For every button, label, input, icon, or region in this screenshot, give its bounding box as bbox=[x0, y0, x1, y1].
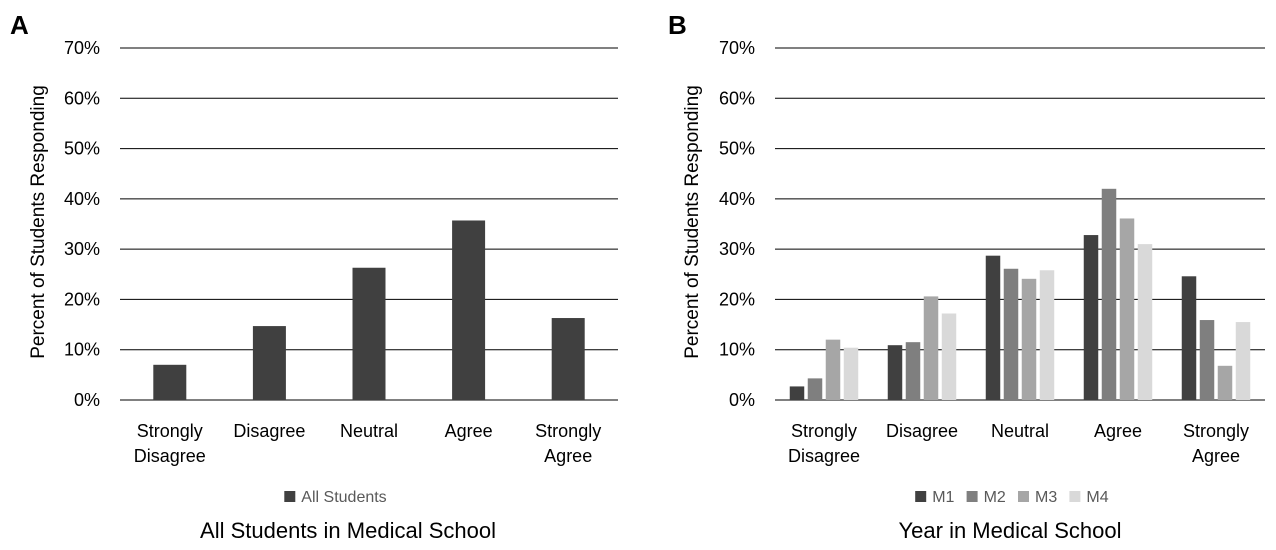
chart-a-x-tick-label: Strongly bbox=[535, 421, 601, 441]
chart-a-legend-swatch bbox=[284, 491, 296, 502]
chart-a-y-tick-label: 70% bbox=[64, 38, 100, 58]
chart-a-y-tick-label: 50% bbox=[64, 139, 100, 159]
chart-b-x-tick-label: Agree bbox=[1094, 421, 1142, 441]
chart-a-bar-all-students bbox=[153, 364, 187, 400]
chart-b-bar-m3 bbox=[1119, 218, 1135, 400]
chart-a-y-tick-label: 20% bbox=[64, 289, 100, 309]
chart-b-y-tick-label: 10% bbox=[719, 340, 755, 360]
chart-b-bar-m4 bbox=[1039, 270, 1055, 400]
chart-a-x-tick-label: Neutral bbox=[340, 421, 398, 441]
chart-b-y-tick-label: 30% bbox=[719, 239, 755, 259]
chart-a-bar-all-students bbox=[352, 267, 386, 400]
chart-a-bar-all-students bbox=[252, 326, 286, 400]
chart-b-y-tick-label: 40% bbox=[719, 189, 755, 209]
chart-b-y-tick-label: 70% bbox=[719, 38, 755, 58]
chart-a-x-tick-label: Agree bbox=[445, 421, 493, 441]
chart-b-legend-swatch bbox=[915, 491, 927, 502]
chart-a-x-axis-label: All Students in Medical School bbox=[200, 518, 496, 543]
chart-b-x-tick-label: Agree bbox=[1192, 446, 1240, 466]
chart-b-y-tick-label: 50% bbox=[719, 139, 755, 159]
chart-a-y-tick-label: 0% bbox=[74, 390, 100, 410]
chart-b-x-tick-label: Strongly bbox=[1183, 421, 1249, 441]
chart-a-x-tick-label: Agree bbox=[544, 446, 592, 466]
chart-b-bar-m1 bbox=[789, 386, 805, 400]
chart-b-bar-m1 bbox=[887, 345, 903, 400]
chart-b-legend-swatch bbox=[1018, 491, 1029, 502]
chart-b-y-axis-label: Percent of Students Responding bbox=[682, 85, 703, 359]
chart-b-x-tick-label: Neutral bbox=[991, 421, 1049, 441]
chart-b-bar-m2 bbox=[1101, 188, 1117, 400]
chart-b-bar-m4 bbox=[1235, 322, 1251, 400]
chart-b-y-tick-label: 60% bbox=[719, 88, 755, 108]
chart-a-y-axis-label: Percent of Students Responding bbox=[28, 85, 49, 359]
chart-b-panel-letter: B bbox=[668, 10, 687, 40]
chart-b-bar-m4 bbox=[941, 313, 957, 400]
chart-b-bar-m2 bbox=[1003, 268, 1019, 400]
chart-b-x-axis-label: Year in Medical School bbox=[899, 518, 1122, 543]
chart-b-bar-m4 bbox=[843, 347, 859, 400]
chart-b-bar-m4 bbox=[1137, 244, 1153, 400]
chart-a-x-tick-label: Disagree bbox=[134, 446, 206, 466]
chart-b-bar-m2 bbox=[1199, 320, 1215, 400]
chart-a-y-tick-label: 40% bbox=[64, 189, 100, 209]
chart-a-bar-all-students bbox=[551, 318, 585, 400]
chart-b-bar-m2 bbox=[807, 378, 823, 400]
chart-b-y-tick-label: 20% bbox=[719, 289, 755, 309]
chart-a-panel-letter: A bbox=[10, 10, 29, 40]
chart-b-bar-m3 bbox=[923, 296, 939, 400]
chart-b-legend-label: M4 bbox=[1086, 489, 1108, 506]
chart-a-y-tick-label: 30% bbox=[64, 239, 100, 259]
chart-b-legend-label: M1 bbox=[932, 489, 954, 506]
chart-b-x-tick-label: Disagree bbox=[788, 446, 860, 466]
chart-b-x-tick-label: Disagree bbox=[886, 421, 958, 441]
chart-a-y-tick-label: 10% bbox=[64, 340, 100, 360]
chart-b-bar-m3 bbox=[1021, 278, 1037, 400]
chart-b-x-tick-label: Strongly bbox=[791, 421, 857, 441]
chart-b-bar-m2 bbox=[905, 342, 921, 400]
chart-b-legend-swatch bbox=[1069, 491, 1081, 502]
chart-a-legend-label: All Students bbox=[301, 489, 386, 506]
chart-a-x-tick-label: Disagree bbox=[233, 421, 305, 441]
chart-b-bar-m1 bbox=[985, 255, 1001, 400]
chart-b-legend-label: M2 bbox=[984, 489, 1006, 506]
chart-b-legend-swatch bbox=[966, 491, 978, 502]
chart-b-bar-m3 bbox=[825, 339, 841, 400]
chart-b-bar-m3 bbox=[1217, 365, 1233, 400]
chart-b-y-tick-label: 0% bbox=[729, 390, 755, 410]
chart-b-legend-label: M3 bbox=[1035, 489, 1057, 506]
chart-b-bar-m1 bbox=[1181, 276, 1197, 400]
chart-a-y-tick-label: 60% bbox=[64, 88, 100, 108]
chart-a-x-tick-label: Strongly bbox=[137, 421, 203, 441]
chart-b-bar-m1 bbox=[1083, 235, 1099, 400]
chart-a-bar-all-students bbox=[452, 220, 486, 400]
